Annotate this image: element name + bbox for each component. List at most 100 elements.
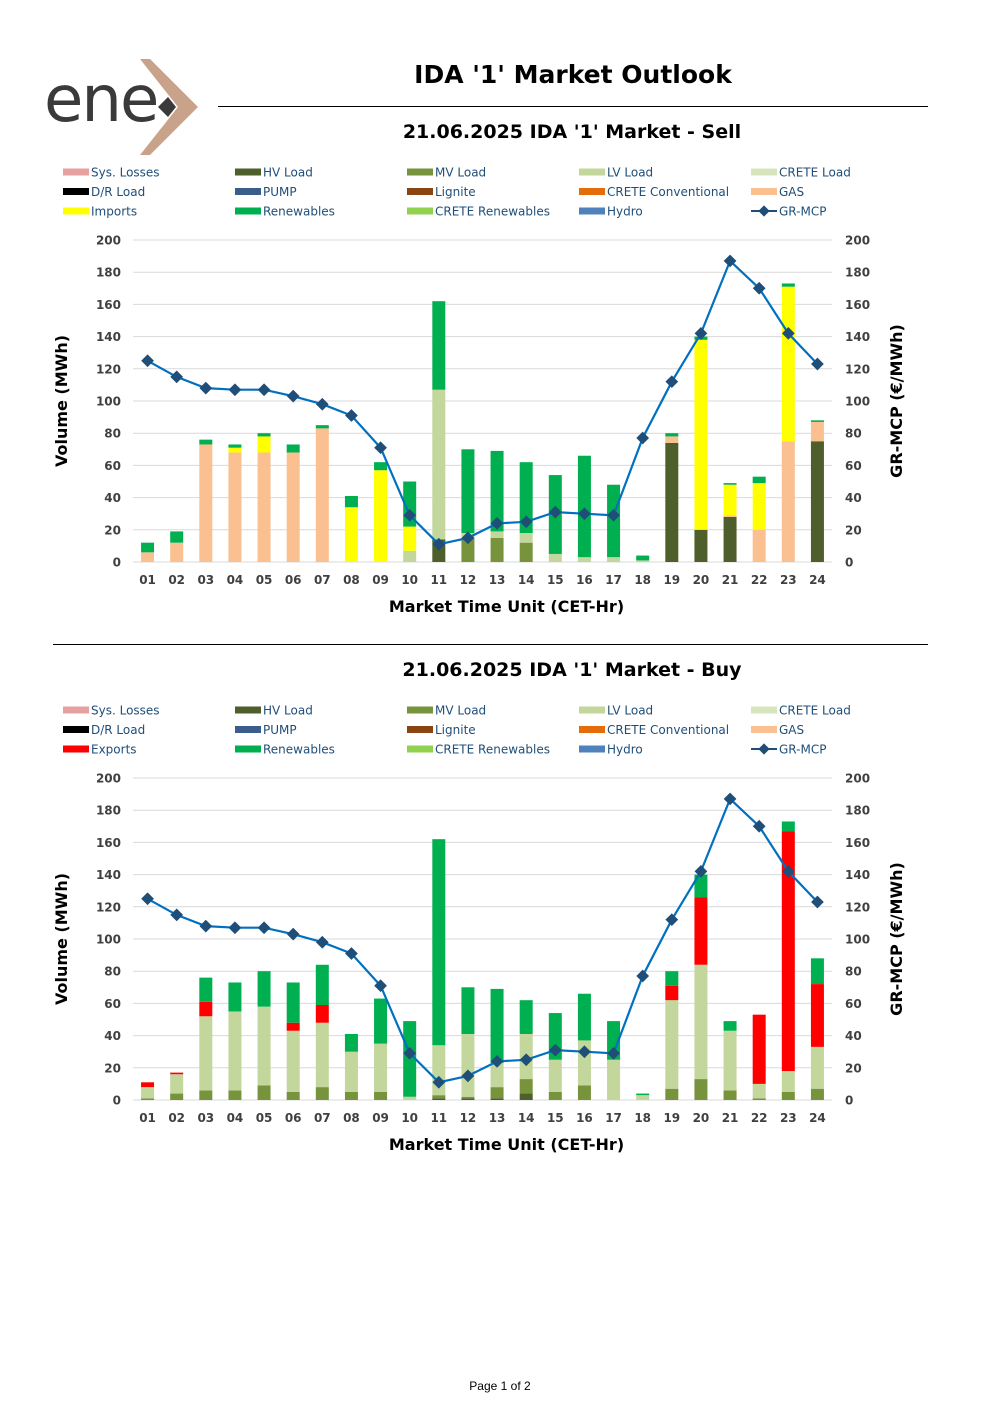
x-tick-label: 01 xyxy=(139,1111,156,1125)
y-tick-label: 20 xyxy=(104,1061,121,1075)
bar-segment xyxy=(752,476,766,484)
x-tick-label: 13 xyxy=(489,1111,506,1125)
x-axis-title: Market Time Unit (CET-Hr) xyxy=(389,1135,624,1154)
legend-item: Hydro xyxy=(579,205,643,219)
legend-item: Lignite xyxy=(407,723,476,737)
bar-segment xyxy=(344,507,358,562)
bar-segment xyxy=(665,1000,679,1089)
bar-segment xyxy=(636,1095,650,1100)
x-tick-label: 07 xyxy=(314,1111,331,1125)
bar-segment xyxy=(694,1079,708,1100)
x-tick-label: 21 xyxy=(722,573,739,587)
bar-segment xyxy=(781,1091,795,1100)
mcp-marker xyxy=(578,1045,591,1059)
x-tick-label: 15 xyxy=(547,1111,564,1125)
legend-label: Lignite xyxy=(435,185,476,199)
brand-wordmark: ene xyxy=(44,63,159,137)
chart-svg: 21.06.2025 IDA '1' Market - Sell Sys. Los… xyxy=(52,121,906,616)
legend-label: MV Load xyxy=(435,166,486,180)
bar-segment xyxy=(199,1090,213,1100)
bar-segment xyxy=(752,1098,766,1100)
bar-segment xyxy=(519,1093,533,1100)
bar-segment xyxy=(490,531,504,538)
mcp-marker xyxy=(607,1046,620,1060)
y2-tick-label: 140 xyxy=(845,868,870,882)
legend-item: GAS xyxy=(751,185,804,199)
bar-segment xyxy=(228,1090,242,1100)
mcp-marker xyxy=(141,354,154,368)
bar-segment xyxy=(723,484,737,516)
bar-segment xyxy=(694,529,708,562)
x-tick-label: 14 xyxy=(518,573,535,587)
y-tick-label: 120 xyxy=(96,362,121,376)
x-tick-label: 13 xyxy=(489,573,506,587)
bar-segment xyxy=(374,462,388,471)
bar-segment xyxy=(403,1096,417,1100)
x-tick-label: 11 xyxy=(430,573,447,587)
bar-segment xyxy=(257,452,271,562)
y2-tick-label: 100 xyxy=(845,933,870,947)
legend-label: PUMP xyxy=(263,185,297,199)
y2-tick-label: 40 xyxy=(845,491,862,505)
title-divider xyxy=(218,106,928,107)
bar-segment xyxy=(286,982,300,1023)
bar-segment xyxy=(141,1087,155,1099)
bar-segment xyxy=(781,821,795,832)
y-tick-label: 200 xyxy=(96,772,121,786)
x-tick-label: 24 xyxy=(809,1111,826,1125)
y2-tick-label: 40 xyxy=(845,1029,862,1043)
bar-segment xyxy=(490,988,504,1063)
bar-segment xyxy=(228,444,242,448)
bar-segment xyxy=(315,964,329,1006)
y2-tick-label: 180 xyxy=(845,804,870,818)
bar-segment xyxy=(403,526,417,551)
page-title: IDA '1' Market Outlook xyxy=(414,60,732,89)
legend-item: HV Load xyxy=(235,704,313,718)
x-tick-label: 07 xyxy=(314,573,331,587)
x-tick-label: 17 xyxy=(605,573,622,587)
y-tick-label: 140 xyxy=(96,868,121,882)
y2-axis-title: GR-MCP (€/MWh) xyxy=(887,862,906,1016)
bar-segment xyxy=(519,1079,533,1094)
x-tick-label: 04 xyxy=(227,1111,244,1125)
bar-segment xyxy=(519,1000,533,1034)
bar-segment xyxy=(257,436,271,453)
y2-tick-label: 0 xyxy=(845,556,853,570)
bar-segment xyxy=(286,1091,300,1100)
y-tick-label: 160 xyxy=(96,836,121,850)
legend-item: Hydro xyxy=(579,743,643,757)
mcp-marker xyxy=(286,927,300,941)
bar-segment xyxy=(315,428,329,562)
bar-segment xyxy=(344,1033,358,1052)
x-tick-label: 10 xyxy=(401,1111,418,1125)
legend-item: MV Load xyxy=(407,166,486,180)
bar-segment xyxy=(286,1022,300,1031)
y-tick-label: 100 xyxy=(96,395,121,409)
bar-segment xyxy=(636,555,650,561)
bar-segment xyxy=(141,1098,155,1100)
bar-segment xyxy=(315,1005,329,1023)
x-tick-label: 21 xyxy=(722,1111,739,1125)
bar-segment xyxy=(170,1093,184,1100)
y2-tick-label: 200 xyxy=(845,234,870,248)
x-tick-label: 08 xyxy=(343,573,360,587)
y-axis-title: Volume (MWh) xyxy=(52,873,71,1005)
mcp-marker xyxy=(432,537,446,551)
legend-label: Exports xyxy=(91,743,137,757)
y2-tick-label: 0 xyxy=(845,1094,853,1108)
bar-segment xyxy=(257,433,271,437)
bar-segment xyxy=(432,839,446,1046)
y-tick-label: 0 xyxy=(113,1094,121,1108)
x-tick-label: 23 xyxy=(780,1111,797,1125)
legend-item: Lignite xyxy=(407,185,476,199)
mcp-marker xyxy=(199,381,213,395)
legend-item: MV Load xyxy=(407,704,486,718)
legend-label: GR-MCP xyxy=(779,743,826,757)
bar-segment xyxy=(374,1043,388,1092)
legend-label: HV Load xyxy=(263,704,313,718)
x-tick-label: 23 xyxy=(780,573,797,587)
bar-segment xyxy=(781,283,795,287)
legend-label: CRETE Renewables xyxy=(435,205,550,219)
bar-segment xyxy=(374,1091,388,1100)
bar-segment xyxy=(810,1088,824,1100)
